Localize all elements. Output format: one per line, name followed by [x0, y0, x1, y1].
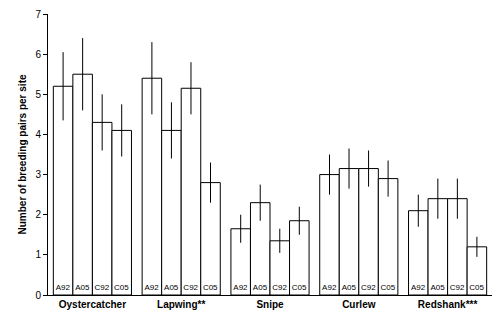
svg-text:C92: C92 — [272, 283, 287, 292]
svg-text:C05: C05 — [114, 283, 129, 292]
svg-text:4: 4 — [35, 129, 41, 140]
svg-text:Curlew: Curlew — [342, 299, 376, 310]
svg-text:C92: C92 — [95, 283, 110, 292]
svg-text:A05: A05 — [342, 283, 357, 292]
svg-text:7: 7 — [35, 9, 41, 20]
svg-text:Snipe: Snipe — [256, 299, 284, 310]
svg-text:5: 5 — [35, 89, 41, 100]
svg-text:A92: A92 — [56, 283, 71, 292]
svg-text:2: 2 — [35, 209, 41, 220]
svg-text:Lapwing**: Lapwing** — [157, 299, 205, 310]
svg-text:C05: C05 — [292, 283, 307, 292]
svg-text:C05: C05 — [469, 283, 484, 292]
svg-text:0: 0 — [35, 290, 41, 301]
svg-text:1: 1 — [35, 249, 41, 260]
svg-text:A92: A92 — [322, 283, 337, 292]
svg-text:C05: C05 — [203, 283, 218, 292]
svg-text:A05: A05 — [75, 283, 90, 292]
svg-text:Number of breeding pairs per s: Number of breeding pairs per site — [17, 74, 28, 234]
svg-text:C92: C92 — [183, 283, 198, 292]
svg-text:A05: A05 — [430, 283, 445, 292]
svg-text:3: 3 — [35, 169, 41, 180]
svg-text:A92: A92 — [411, 283, 426, 292]
svg-text:C05: C05 — [380, 283, 395, 292]
svg-text:A05: A05 — [164, 283, 179, 292]
svg-text:Oystercatcher: Oystercatcher — [59, 299, 126, 310]
svg-text:A05: A05 — [253, 283, 268, 292]
svg-text:Redshank***: Redshank*** — [418, 299, 478, 310]
svg-text:6: 6 — [35, 49, 41, 60]
svg-text:A92: A92 — [145, 283, 160, 292]
svg-text:C92: C92 — [450, 283, 465, 292]
svg-text:C92: C92 — [361, 283, 376, 292]
svg-text:A92: A92 — [233, 283, 248, 292]
